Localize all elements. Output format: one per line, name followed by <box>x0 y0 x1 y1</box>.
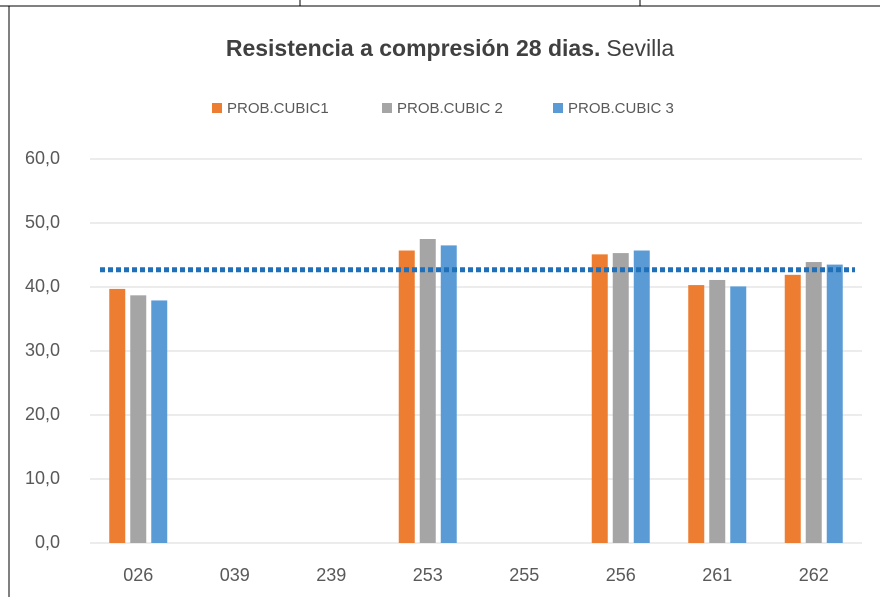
y-tick-label: 20,0 <box>25 404 60 424</box>
legend-swatch <box>382 103 392 113</box>
x-tick-label: 026 <box>123 565 153 585</box>
bar <box>784 274 801 543</box>
x-tick-label: 255 <box>509 565 539 585</box>
y-tick-label: 40,0 <box>25 276 60 296</box>
bar <box>130 295 147 543</box>
bar <box>633 250 650 543</box>
y-tick-label: 30,0 <box>25 340 60 360</box>
bar <box>440 245 457 543</box>
chart-title: Resistencia a compresión 28 dias. Sevilla <box>226 35 675 61</box>
x-tick-label: 262 <box>799 565 829 585</box>
legend-swatch <box>212 103 222 113</box>
bar <box>398 250 415 543</box>
y-tick-label: 50,0 <box>25 212 60 232</box>
legend-swatch <box>553 103 563 113</box>
title-sub: Sevilla <box>606 35 674 61</box>
x-tick-label: 253 <box>413 565 443 585</box>
bar <box>591 254 608 544</box>
x-tick-label: 256 <box>606 565 636 585</box>
bar <box>419 239 436 543</box>
bar <box>805 262 822 543</box>
x-tick-label: 239 <box>316 565 346 585</box>
y-tick-label: 10,0 <box>25 468 60 488</box>
x-tick-label: 039 <box>220 565 250 585</box>
bar <box>612 253 629 543</box>
bar <box>709 279 726 543</box>
x-tick-label: 261 <box>702 565 732 585</box>
bar <box>109 288 126 543</box>
legend-label: PROB.CUBIC 3 <box>568 100 674 117</box>
legend-label: PROB.CUBIC1 <box>227 100 329 117</box>
bar <box>151 300 168 543</box>
bar <box>826 264 843 543</box>
y-tick-label: 0,0 <box>35 532 60 552</box>
bar <box>688 285 705 543</box>
legend-label: PROB.CUBIC 2 <box>397 100 503 117</box>
title-main: Resistencia a compresión 28 dias. <box>226 35 601 61</box>
y-tick-label: 60,0 <box>25 148 60 168</box>
bar <box>730 286 747 543</box>
